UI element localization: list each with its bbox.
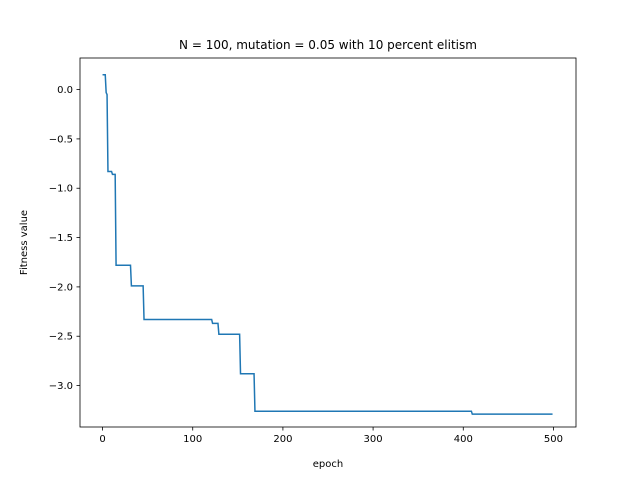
x-tick-label: 100 [183,434,202,445]
series-layer [102,74,553,415]
plot-area [79,57,577,428]
chart-title: N = 100, mutation = 0.05 with 10 percent… [179,38,477,52]
x-tick-label: 400 [454,434,473,445]
y-tick-label: −2.5 [49,332,73,343]
plot-background [80,58,576,427]
y-tick-label: 0.0 [57,85,73,96]
x-tick-label: 0 [99,434,105,445]
y-tick-label: −0.5 [49,134,73,145]
x-axis-label: epoch [313,459,343,470]
x-tick-label: 200 [273,434,292,445]
y-tick-label: −1.0 [49,184,73,195]
x-axis: 0 100 200 300 400 500 [99,427,563,445]
y-tick-label: −3.0 [49,381,73,392]
y-tick-label: −2.0 [49,282,73,293]
axes-frame [79,57,577,428]
x-tick-label: 500 [544,434,563,445]
y-axis: 0.0 −0.5 −1.0 −1.5 −2.0 −2.5 −3.0 [49,85,80,392]
y-axis-label: Fitness value [19,210,30,275]
x-tick-label: 300 [364,434,383,445]
y-tick-label: −1.5 [49,233,73,244]
series-line-fitness [102,74,553,415]
